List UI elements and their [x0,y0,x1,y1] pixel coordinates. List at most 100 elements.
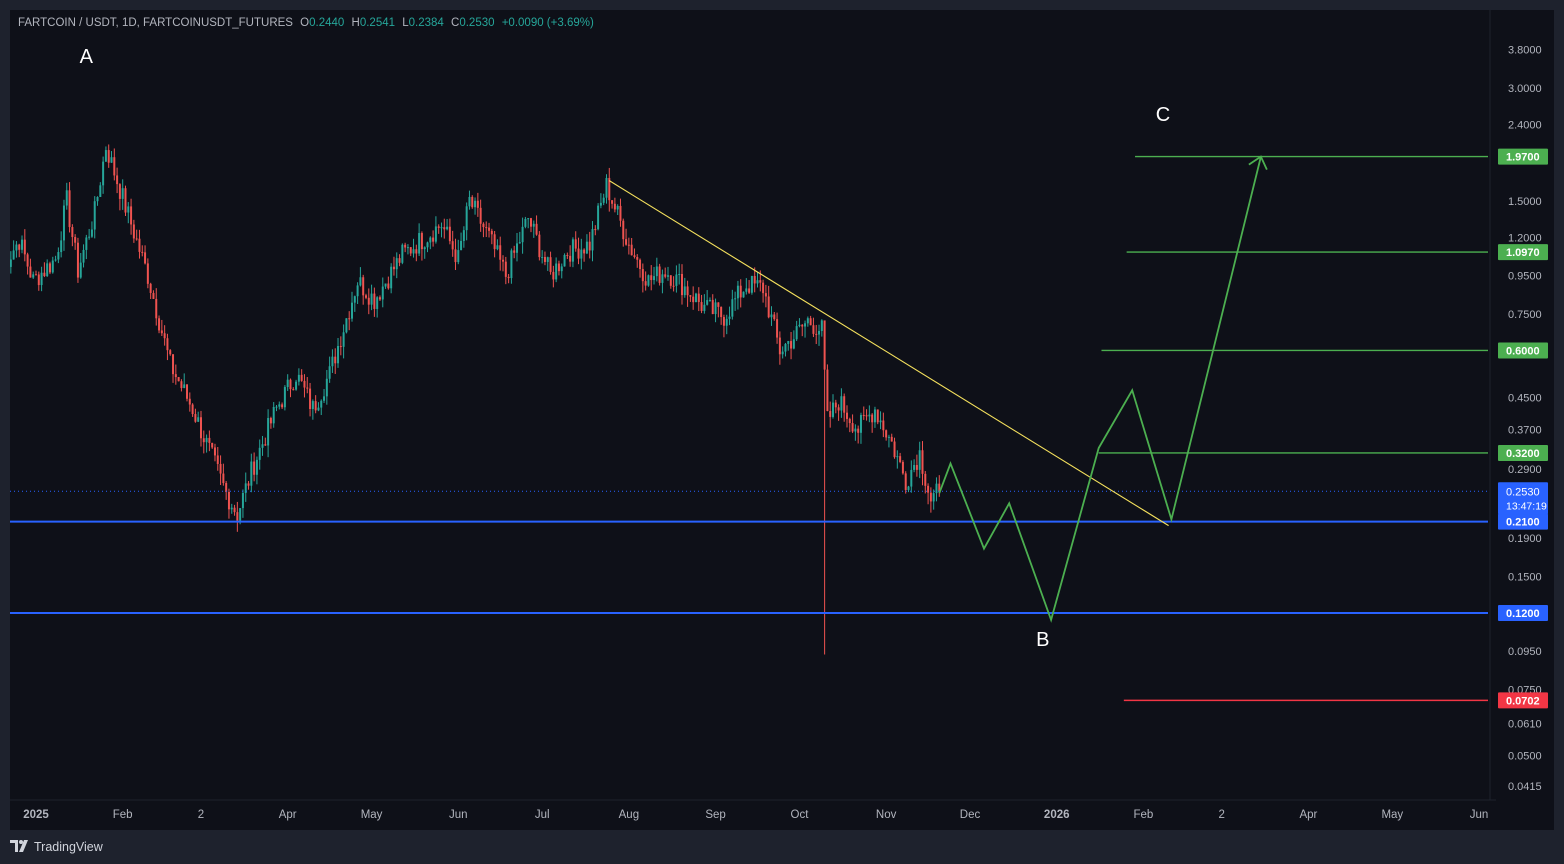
y-tick-label: 0.4500 [1508,392,1542,404]
candle-body [440,227,443,229]
candle-body [244,483,247,493]
candle-body [823,320,826,370]
candle-body [202,438,205,443]
candle-body [507,276,510,279]
candle-body [694,293,697,303]
candle-body [720,306,723,318]
candle-body [529,218,532,227]
candle-body [538,234,541,258]
candle-body [479,207,482,224]
x-tick-label: Aug [619,809,639,821]
candle-body [297,374,300,382]
candle-body [708,299,711,301]
candle-body [605,177,608,198]
high-label: H [351,17,360,29]
low-label: L [402,17,409,29]
change-value: +0.0090 (+3.69%) [501,17,594,29]
candle-body [840,396,843,411]
level-tag-label: 0.6000 [1506,345,1540,357]
candle-body [913,465,916,470]
candle-body [655,266,658,277]
candle-body [21,239,24,250]
candle-body [862,414,865,416]
x-tick-label: 2025 [23,809,49,821]
candle-body [96,197,99,202]
tradingview-branding[interactable]: TradingView [10,838,103,856]
candle-body [172,354,175,375]
candle-body [434,226,437,242]
candle-body [177,377,180,382]
candle-body [546,257,549,262]
candle-body [272,406,275,424]
candle-body [292,389,295,391]
candle-body [622,220,625,240]
candle-body [557,263,560,272]
candle-body [283,387,286,408]
y-tick-label: 0.0415 [1508,781,1542,793]
candle-body [465,206,468,231]
candle-body [809,318,812,326]
level-tag-label: 0.0702 [1506,695,1540,707]
candle-body [138,238,141,252]
candle-body [454,249,457,263]
candle-body [873,409,876,423]
candle-body [711,299,714,315]
candle-body [68,190,71,228]
candle-body [40,272,43,286]
candle-body [144,252,147,264]
candle-body [359,277,362,286]
candle-body [857,428,860,433]
candle-body [132,224,135,239]
candle-body [639,259,642,270]
candle-body [921,450,924,474]
candle-body [773,314,776,320]
candle-body [865,415,868,417]
candle-body [488,227,491,231]
candle-body [57,252,60,260]
candle-body [460,240,463,251]
candle-body [843,396,846,413]
candle-body [714,302,717,315]
candle-body [890,436,893,442]
candle-body [241,492,244,509]
candle-body [899,456,902,462]
candle-body [250,461,253,486]
candle-body [362,277,365,296]
candle-body [871,414,874,423]
candle-body [882,420,885,431]
candle-body [722,317,725,326]
candle-body [392,266,395,270]
candle-body [90,229,93,237]
candle-body [432,237,435,242]
candle-body [367,297,370,305]
candle-body [832,402,835,417]
candle-body [541,257,544,259]
candle-body [345,318,348,333]
candle-body [812,325,815,334]
y-tick-label: 0.1900 [1508,533,1542,545]
candle-body [736,285,739,299]
candle-body [734,298,737,300]
candle-body [289,379,292,390]
candle-body [118,184,121,199]
candle-body [135,238,138,240]
price-chart-svg[interactable]: A B C 3.8000 3.0000 2.4000 1.5000 1.2000 0.9500… [1,10,1554,830]
candle-body [611,200,614,204]
candle-body [818,330,821,335]
candle-body [356,285,359,297]
candle-body [426,242,429,248]
x-tick-label: Apr [1299,809,1317,821]
candle-body [113,157,116,176]
candle-body [286,379,289,388]
candle-body [706,300,709,305]
candle-body [275,406,278,408]
candle-body [269,418,272,424]
candle-body [680,274,683,296]
candle-body [848,418,851,424]
candle-body [759,280,762,283]
candle-body [32,274,35,278]
candle-body [513,250,516,253]
candle-body [647,275,650,286]
chart-pane[interactable]: A B C 3.8000 3.0000 2.4000 1.5000 1.2000 0.9500… [1,10,1554,830]
candle-body [420,233,423,250]
